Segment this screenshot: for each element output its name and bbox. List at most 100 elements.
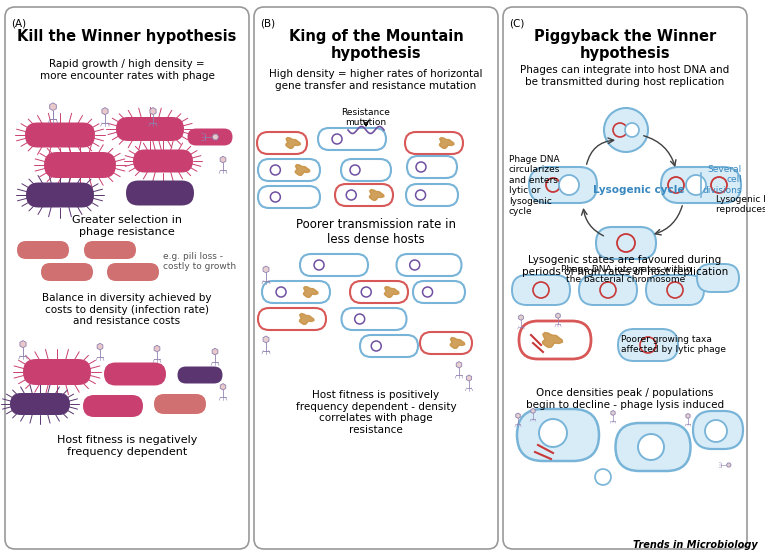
Circle shape	[705, 420, 727, 442]
Text: Trends in Microbiology: Trends in Microbiology	[633, 540, 758, 550]
Polygon shape	[467, 375, 471, 381]
FancyBboxPatch shape	[262, 281, 330, 303]
FancyBboxPatch shape	[5, 7, 249, 549]
Polygon shape	[369, 190, 384, 200]
Text: Once densities peak / populations
begin to decline - phage lysis induced: Once densities peak / populations begin …	[526, 388, 724, 410]
Text: Phage DNA
circularizes
and enters
lytic or
lysogenic
cycle: Phage DNA circularizes and enters lytic …	[509, 155, 561, 216]
Polygon shape	[555, 313, 560, 318]
FancyBboxPatch shape	[616, 423, 691, 471]
Text: Kill the Winner hypothesis: Kill the Winner hypothesis	[18, 29, 236, 44]
Text: e.g. pili loss -
costly to growth: e.g. pili loss - costly to growth	[163, 252, 236, 271]
FancyBboxPatch shape	[254, 7, 498, 549]
FancyBboxPatch shape	[519, 321, 591, 359]
FancyBboxPatch shape	[596, 227, 656, 259]
FancyBboxPatch shape	[258, 159, 320, 181]
FancyBboxPatch shape	[300, 254, 368, 276]
Polygon shape	[102, 108, 108, 115]
Text: Lysogenic bacterium
reproduces normally: Lysogenic bacterium reproduces normally	[716, 195, 765, 214]
Polygon shape	[212, 134, 219, 140]
Circle shape	[686, 175, 706, 195]
FancyBboxPatch shape	[177, 367, 223, 383]
Polygon shape	[531, 408, 536, 413]
FancyBboxPatch shape	[618, 329, 678, 361]
FancyBboxPatch shape	[126, 180, 194, 205]
FancyBboxPatch shape	[258, 186, 320, 208]
Text: Greater selection in
phage resistance: Greater selection in phage resistance	[72, 215, 182, 237]
FancyBboxPatch shape	[420, 332, 472, 354]
FancyBboxPatch shape	[350, 281, 408, 303]
Polygon shape	[263, 266, 269, 273]
FancyBboxPatch shape	[26, 182, 94, 208]
FancyBboxPatch shape	[579, 275, 637, 305]
FancyBboxPatch shape	[413, 281, 465, 303]
Polygon shape	[20, 340, 26, 348]
FancyBboxPatch shape	[104, 363, 166, 386]
FancyBboxPatch shape	[318, 128, 386, 150]
Polygon shape	[286, 138, 301, 148]
Text: Resistance
mutation: Resistance mutation	[341, 108, 390, 127]
FancyBboxPatch shape	[335, 184, 393, 206]
FancyBboxPatch shape	[25, 123, 95, 147]
Polygon shape	[304, 287, 318, 297]
FancyBboxPatch shape	[41, 263, 93, 281]
Circle shape	[604, 108, 648, 152]
FancyBboxPatch shape	[84, 241, 136, 259]
FancyBboxPatch shape	[517, 409, 599, 461]
Polygon shape	[150, 108, 156, 115]
FancyBboxPatch shape	[116, 117, 184, 141]
FancyBboxPatch shape	[257, 132, 307, 154]
Polygon shape	[263, 336, 269, 343]
Polygon shape	[220, 156, 226, 163]
Polygon shape	[385, 287, 399, 297]
Polygon shape	[519, 315, 523, 320]
Text: Piggyback the Winner
hypothesis: Piggyback the Winner hypothesis	[534, 29, 716, 61]
FancyBboxPatch shape	[341, 308, 406, 330]
Text: (C): (C)	[509, 19, 524, 29]
Text: (A): (A)	[11, 19, 26, 29]
FancyBboxPatch shape	[23, 359, 91, 385]
Polygon shape	[727, 463, 731, 467]
Text: (B): (B)	[260, 19, 275, 29]
FancyBboxPatch shape	[503, 7, 747, 549]
FancyBboxPatch shape	[529, 167, 597, 203]
Polygon shape	[542, 333, 562, 348]
FancyBboxPatch shape	[405, 132, 463, 154]
FancyBboxPatch shape	[693, 411, 743, 449]
FancyBboxPatch shape	[360, 335, 418, 357]
FancyBboxPatch shape	[341, 159, 391, 181]
FancyBboxPatch shape	[107, 263, 159, 281]
Circle shape	[539, 419, 567, 447]
Text: Lysogenic cycle: Lysogenic cycle	[593, 185, 685, 195]
Polygon shape	[300, 314, 314, 324]
Polygon shape	[686, 413, 690, 418]
Polygon shape	[611, 411, 615, 415]
FancyBboxPatch shape	[646, 275, 704, 305]
FancyBboxPatch shape	[10, 393, 70, 415]
FancyBboxPatch shape	[512, 275, 570, 305]
Text: Host fitness is negatively
frequency dependent: Host fitness is negatively frequency dep…	[57, 435, 197, 456]
Circle shape	[595, 469, 611, 485]
Polygon shape	[97, 343, 103, 350]
Polygon shape	[516, 413, 520, 418]
Polygon shape	[50, 103, 57, 110]
Circle shape	[625, 123, 639, 137]
Text: King of the Mountain
hypothesis: King of the Mountain hypothesis	[288, 29, 464, 61]
Polygon shape	[456, 362, 462, 368]
Text: Phages can integrate into host DNA and
be transmitted during host replication: Phages can integrate into host DNA and b…	[520, 65, 730, 86]
FancyBboxPatch shape	[17, 241, 69, 259]
Circle shape	[559, 175, 579, 195]
FancyBboxPatch shape	[406, 184, 458, 206]
Text: Balance in diversity achieved by
costs to density (infection rate)
and resistanc: Balance in diversity achieved by costs t…	[42, 293, 212, 326]
FancyBboxPatch shape	[697, 264, 739, 292]
Text: Several
cell
divisions: Several cell divisions	[702, 165, 742, 195]
Text: High density = higher rates of horizontal
gene transfer and resistance mutation: High density = higher rates of horizonta…	[269, 69, 483, 90]
FancyBboxPatch shape	[187, 128, 233, 146]
Polygon shape	[154, 345, 160, 352]
FancyBboxPatch shape	[83, 395, 143, 417]
FancyBboxPatch shape	[133, 150, 193, 172]
Circle shape	[638, 434, 664, 460]
Text: Poorer growing taxa
affected by lytic phage: Poorer growing taxa affected by lytic ph…	[621, 335, 726, 354]
FancyBboxPatch shape	[154, 394, 206, 414]
FancyBboxPatch shape	[661, 167, 741, 203]
FancyBboxPatch shape	[44, 152, 116, 178]
